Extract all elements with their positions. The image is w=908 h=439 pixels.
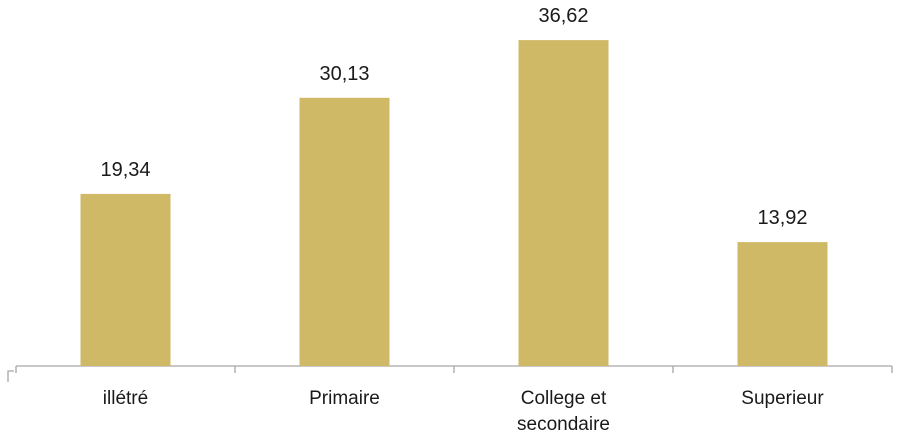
bar-3	[518, 40, 609, 366]
bars-layer	[80, 40, 828, 367]
bar-2	[299, 97, 390, 367]
data-label-3: 36,62	[538, 5, 588, 27]
category-label-4: Superieur	[741, 388, 824, 409]
labels-layer: 19,34 illétré 30,13 Primaire 36,62 College et…	[100, 5, 824, 435]
category-label-1: illétré	[103, 388, 148, 409]
bar-4	[737, 242, 828, 366]
category-label-line: College et	[521, 388, 607, 409]
category-label-2: Primaire	[309, 388, 380, 409]
category-label-line: Primaire	[309, 388, 380, 409]
category-label-line: illétré	[103, 388, 148, 409]
data-label-4: 13,92	[757, 207, 807, 229]
axis-layer	[7, 365, 893, 382]
bar-1	[80, 193, 171, 366]
category-label-3: College et secondaire	[517, 388, 610, 435]
y-axis-stub	[7, 370, 14, 382]
category-label-line: Superieur	[741, 388, 824, 409]
data-label-1: 19,34	[100, 159, 150, 181]
data-label-2: 30,13	[319, 63, 369, 85]
category-label-line: secondaire	[517, 414, 610, 435]
